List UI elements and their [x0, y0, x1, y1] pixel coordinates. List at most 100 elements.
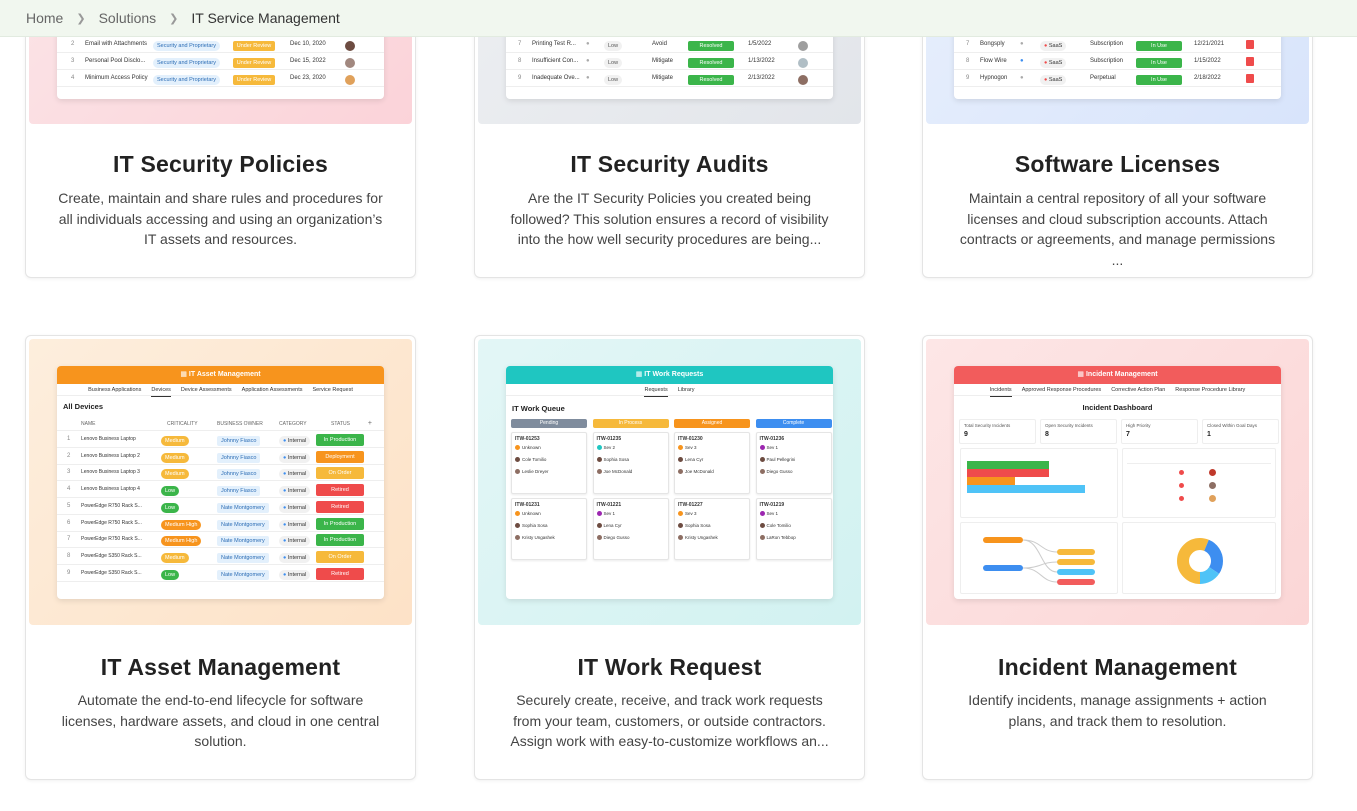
- tab-item[interactable]: Library: [677, 387, 695, 393]
- card-title[interactable]: IT Asset Management: [100, 654, 341, 680]
- card-title[interactable]: IT Security Audits: [570, 151, 769, 177]
- table-row[interactable]: 2 Lenovo Business Laptop 2 Medium Johnny Fi…: [57, 449, 384, 465]
- ticket-field: Diego Gusso: [759, 469, 828, 475]
- row-number: 4: [71, 75, 75, 81]
- ticket-field: Unknown: [515, 445, 583, 451]
- tab-item[interactable]: Response Procedure Library: [1175, 387, 1246, 393]
- avatar: [345, 41, 355, 51]
- review-date: Dec 23, 2020: [290, 75, 326, 81]
- solution-card-security-audits[interactable]: 7 Printing Test R... ● Low Avoid Resolved 1/5/…: [474, 0, 865, 278]
- category-label: Internal: [287, 438, 307, 444]
- owner-chip: Nate Montgomery: [217, 502, 269, 513]
- ticket-field: Cole Tomilio: [515, 457, 583, 463]
- card-preview-image: ▦ IT Asset Management Business Applicati…: [29, 339, 412, 625]
- table-row[interactable]: 5 PowerEdge R750 Rack S... Low Nate Montgom…: [57, 499, 384, 515]
- table-row[interactable]: 8 PowerEdge S350 Rack S... Medium Nate Mont…: [57, 549, 384, 565]
- kanban-card[interactable]: ITW-01236 Sev 1 Paul Pellegrini Diego Gusso: [755, 432, 832, 494]
- tab-item[interactable]: Application Assessments: [241, 387, 303, 393]
- table-row[interactable]: 9 PowerEdge S350 Rack S... Low Nate Montgom…: [57, 566, 384, 582]
- avatar: [515, 457, 520, 463]
- status-dot: [1179, 496, 1184, 501]
- category-dot: ●: [283, 438, 288, 444]
- app-title-bar: ▦ Incident Management: [954, 366, 1281, 384]
- table-header: NAME CRITICALITY BUSINESS OWNER CATEGORY STA…: [57, 417, 384, 431]
- table-row[interactable]: 9 Hypnogon ● ● SaaS Perpetual In Use 2/18/2022: [954, 71, 1281, 87]
- tab-item[interactable]: Requests: [644, 384, 668, 397]
- row-number: 5: [67, 502, 71, 509]
- kanban-card[interactable]: ITW-01253 Unknown Cole Tomilio Leslie Dreye…: [511, 432, 587, 494]
- audit-date: 2/13/2022: [748, 75, 775, 81]
- table-row[interactable]: 3 Personal Pool Disclo... Security and Pro…: [57, 54, 384, 70]
- table-row[interactable]: 3 Lenovo Business Laptop 3 Medium Johnny Fi…: [57, 465, 384, 482]
- table-row[interactable]: 8 Flow Wire ● ● SaaS Subscription In Use 1/15/…: [954, 54, 1281, 70]
- table-row[interactable]: 7 Printing Test R... ● Low Avoid Resolved 1/5/…: [506, 37, 833, 53]
- kpi-label: High Priority: [1126, 423, 1151, 428]
- row-number: 9: [518, 75, 522, 81]
- tab-item[interactable]: Device Assessments: [180, 387, 232, 393]
- spacer: [515, 542, 583, 547]
- table-row[interactable]: 1 Lenovo Business Laptop Medium Johnny Fias…: [57, 432, 384, 448]
- add-column-icon[interactable]: +: [367, 420, 372, 427]
- chevron-right-icon: ❯: [76, 12, 86, 25]
- kanban-card[interactable]: ITW-01227 Sev 3 Sophia Sosa Kristy Ungashek: [674, 498, 750, 560]
- ticket-field: Sev 1: [759, 445, 828, 451]
- card-title[interactable]: Software Licenses: [1014, 151, 1221, 177]
- table-row[interactable]: 6 PowerEdge R750 Rack S... Medium High Nate…: [57, 516, 384, 532]
- ticket-id: ITW-01231: [515, 502, 540, 508]
- kpi-value: 9: [964, 431, 968, 438]
- ticket-sev: Unknown: [522, 445, 541, 450]
- pdf-icon[interactable]: [1246, 57, 1254, 66]
- tab-item[interactable]: Business Applications: [88, 387, 142, 393]
- solution-card-security-policies[interactable]: 2 Email with Attachments Security and Prop…: [25, 0, 416, 278]
- card-title[interactable]: Incident Management: [998, 654, 1237, 680]
- device-name: Lenovo Business Laptop 2: [81, 452, 140, 459]
- kanban-card[interactable]: ITW-01235 Sev 2 Sophia Sosa Joe McDonald: [592, 432, 669, 494]
- solution-card-software-licenses[interactable]: 7 Bongsply ● ● SaaS Subscription In Use 12/21/…: [922, 0, 1313, 278]
- kanban-card[interactable]: ITW-01219 Sev 1 Cole Tomilio LaRon Tebbop: [755, 498, 832, 560]
- table-row[interactable]: 4 Lenovo Business Laptop 4 Low Johnny Fiasc…: [57, 482, 384, 499]
- pdf-icon[interactable]: [1246, 74, 1254, 83]
- table-row[interactable]: 8 Insufficient Con... ● Low Mitigate Resolved…: [506, 54, 833, 70]
- tab-item[interactable]: Approved Response Procedures: [1021, 387, 1102, 393]
- solution-card-incident-management[interactable]: ▦ Incident Management Incidents Approved …: [922, 335, 1313, 780]
- table-row[interactable]: 7 PowerEdge R750 Rack S... Medium High Nate…: [57, 532, 384, 549]
- tab-item[interactable]: Corrective Action Plan: [1111, 387, 1166, 393]
- tab-item[interactable]: Service Request: [312, 387, 353, 393]
- table-row[interactable]: 9 Inadequate Ove... ● Low Mitigate Resolved 2/…: [506, 71, 833, 87]
- row-number: 1: [67, 436, 71, 442]
- category-chip: ● Internal: [279, 486, 311, 497]
- pdf-icon[interactable]: [1246, 40, 1254, 49]
- card-title[interactable]: IT Work Request: [577, 654, 762, 680]
- category-dot: ●: [283, 488, 288, 495]
- row-number: 4: [67, 486, 71, 493]
- status-badge: In Use: [1136, 58, 1182, 68]
- kanban-card[interactable]: ITW-01230 Sev 3 Lena Cyr Joe McDonald: [674, 432, 750, 494]
- table-row[interactable]: 7 Bongsply ● ● SaaS Subscription In Use 12/21/…: [954, 37, 1281, 53]
- table-row[interactable]: 4 Minimum Access Policy Security and Propr…: [57, 71, 384, 87]
- breadcrumb-solutions[interactable]: Solutions: [98, 10, 157, 26]
- tab-item[interactable]: Incidents: [989, 384, 1012, 397]
- kanban-card[interactable]: ITW-01231 Unknown Sophia Sosa Kristy Ungash…: [511, 498, 587, 560]
- kanban-column: Complete ITW-01236 Sev 1 Paul Pellegrini Die…: [755, 419, 832, 560]
- status-badge: Retired: [316, 484, 364, 497]
- flow-node: [1057, 579, 1095, 585]
- card-title[interactable]: IT Security Policies: [113, 151, 328, 177]
- license-type: Perpetual: [1090, 75, 1116, 81]
- avatar: [759, 469, 765, 475]
- tab-item[interactable]: Devices: [151, 384, 171, 397]
- criticality-badge: Low: [161, 569, 180, 580]
- chevron-right-icon: ❯: [169, 12, 179, 25]
- model-chip: ● SaaS: [1040, 41, 1067, 51]
- table-row[interactable]: 2 Email with Attachments Security and Prop…: [57, 37, 384, 53]
- breadcrumb-home[interactable]: Home: [26, 10, 64, 26]
- row-number: 7: [518, 41, 522, 47]
- solution-card-asset-management[interactable]: ▦ IT Asset Management Business Applicati…: [25, 335, 416, 780]
- criticality-badge: Medium: [161, 469, 189, 480]
- app-tabs: Business Applications Devices Device Asses…: [57, 384, 384, 397]
- ticket-rep: Cole Tomilio: [766, 523, 791, 528]
- kanban-card[interactable]: ITW-01221 Sev 1 Lena Cyr Diego Gusso: [592, 498, 669, 560]
- ticket-field: Sophia Sosa: [596, 457, 665, 463]
- category-chip: ● Internal: [279, 452, 311, 463]
- solution-card-work-request[interactable]: ▦ IT Work Requests Requests Library IT Wo…: [474, 335, 865, 780]
- device-name: Lenovo Business Laptop 3: [81, 469, 140, 476]
